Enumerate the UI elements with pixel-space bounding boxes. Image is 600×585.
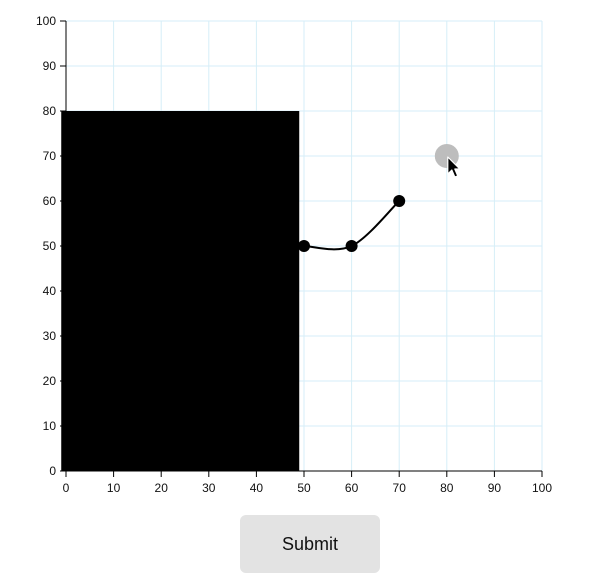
plot-area[interactable]: 0 10 20 30 40 50 60 70 80 90 100 0 10 20 30 40 50 60 70 80 9… (0, 0, 600, 505)
x-tick-label: 90 (488, 481, 502, 495)
x-tick-label: 70 (393, 481, 407, 495)
series (298, 195, 406, 252)
x-tick-label: 80 (440, 481, 454, 495)
submit-button[interactable]: Submit (240, 515, 380, 573)
x-tick-label: 20 (155, 481, 169, 495)
x-tick-label: 50 (297, 481, 311, 495)
y-tick-label: 50 (43, 239, 57, 253)
x-tick-label: 30 (202, 481, 216, 495)
overlay (434, 144, 461, 178)
y-tick-label: 30 (43, 329, 57, 343)
y-tick-label: 70 (43, 149, 57, 163)
y-tick-label: 20 (43, 374, 57, 388)
x-tick-label: 10 (107, 481, 121, 495)
y-tick-label: 40 (43, 284, 57, 298)
x-tick-label: 60 (345, 481, 359, 495)
y-tick-label: 0 (49, 464, 56, 478)
y-tick-label: 60 (43, 194, 57, 208)
data-point[interactable] (298, 240, 310, 252)
y-tick-label: 90 (43, 59, 57, 73)
black-rectangle-overlay (61, 111, 300, 471)
y-tick-label: 80 (43, 104, 57, 118)
y-tick-label: 10 (43, 419, 57, 433)
mouse-pointer-icon (447, 156, 461, 178)
x-tick-label: 0 (63, 481, 70, 495)
y-tick-label: 100 (36, 14, 56, 28)
data-point[interactable] (345, 240, 358, 252)
x-tick-label: 100 (532, 481, 552, 495)
data-point[interactable] (393, 195, 406, 207)
ticks: 0 10 20 30 40 50 60 70 80 90 100 0 10 20 30 40 50 60 70 80 9… (36, 14, 552, 495)
x-tick-label: 40 (250, 481, 264, 495)
